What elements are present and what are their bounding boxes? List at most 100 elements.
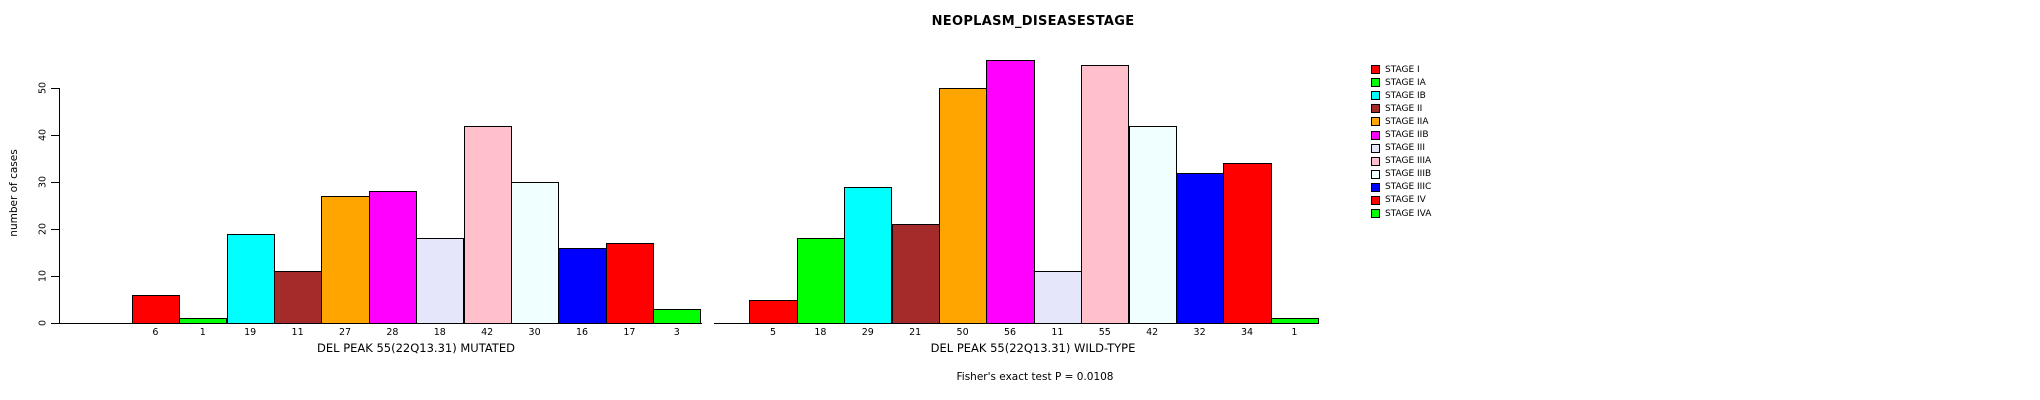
legend-label: STAGE I bbox=[1385, 64, 1420, 75]
chart-title: NEOPLASM_DISEASESTAGE bbox=[931, 14, 1135, 29]
legend-label: STAGE IA bbox=[1385, 77, 1426, 88]
bar-value-label: 6 bbox=[152, 327, 159, 338]
legend-item-stage-iv: STAGE IV bbox=[1371, 194, 1431, 207]
bar-value-label: 55 bbox=[1098, 327, 1111, 338]
bar-value-label: 18 bbox=[814, 327, 827, 338]
y-axis-label: number of cases bbox=[8, 149, 20, 237]
bar-value-label: 1 bbox=[199, 327, 206, 338]
y-tick-label: 40 bbox=[37, 128, 49, 142]
bar-mutated-stage-iiic bbox=[558, 247, 607, 324]
y-tick bbox=[51, 182, 59, 183]
legend-swatch-icon bbox=[1371, 169, 1380, 179]
fisher-test-annotation: Fisher's exact test P = 0.0108 bbox=[956, 371, 1114, 383]
bar-wild-type-stage-ib bbox=[844, 186, 893, 324]
y-tick-label: 50 bbox=[37, 81, 49, 95]
legend-swatch-icon bbox=[1371, 91, 1380, 101]
legend-label: STAGE III bbox=[1385, 143, 1425, 154]
bar-wild-type-stage-iva bbox=[1270, 318, 1320, 324]
legend-item-stage-iiic: STAGE IIIC bbox=[1371, 181, 1431, 194]
bar-wild-type-stage-iii bbox=[1033, 271, 1083, 324]
bar-wild-type-stage-ia bbox=[796, 238, 846, 324]
y-axis-line bbox=[59, 88, 60, 324]
legend-item-stage-iib: STAGE IIB bbox=[1371, 128, 1431, 141]
bar-wild-type-stage-i bbox=[749, 299, 798, 324]
legend-item-stage-iiia: STAGE IIIA bbox=[1371, 155, 1431, 168]
bar-wild-type-stage-iiia bbox=[1081, 64, 1130, 324]
y-tick bbox=[51, 135, 59, 136]
y-tick-label: 10 bbox=[37, 269, 49, 283]
bar-mutated-stage-iva bbox=[653, 308, 702, 324]
y-tick bbox=[51, 276, 59, 277]
bar-mutated-stage-i bbox=[131, 294, 181, 324]
bar-value-label: 11 bbox=[1051, 327, 1064, 338]
legend-swatch-icon bbox=[1371, 209, 1380, 219]
bar-value-label: 1 bbox=[1291, 327, 1298, 338]
bar-mutated-stage-ib bbox=[226, 233, 275, 324]
legend-label: STAGE IIIB bbox=[1385, 169, 1432, 180]
legend-item-stage-ib: STAGE IB bbox=[1371, 89, 1431, 102]
x-axis-label-mutated: DEL PEAK 55(22Q13.31) MUTATED bbox=[317, 341, 515, 355]
legend-item-stage-iii: STAGE III bbox=[1371, 142, 1431, 155]
bar-mutated-stage-iv bbox=[605, 243, 655, 324]
bar-mutated-stage-ia bbox=[179, 318, 228, 324]
bar-value-label: 19 bbox=[244, 327, 257, 338]
bar-value-label: 17 bbox=[623, 327, 636, 338]
legend-swatch-icon bbox=[1371, 104, 1380, 114]
bar-mutated-stage-iiia bbox=[463, 125, 512, 324]
y-tick-label: 30 bbox=[37, 175, 49, 189]
legend-item-stage-iva: STAGE IVA bbox=[1371, 207, 1431, 220]
legend-swatch-icon bbox=[1371, 143, 1380, 153]
bar-value-label: 27 bbox=[338, 327, 352, 338]
legend-label: STAGE IV bbox=[1385, 195, 1426, 206]
y-tick bbox=[51, 88, 59, 89]
legend-label: STAGE IIIC bbox=[1385, 182, 1432, 193]
bar-mutated-stage-iii bbox=[416, 238, 465, 324]
bar-value-label: 11 bbox=[291, 327, 304, 338]
bar-value-label: 5 bbox=[769, 327, 777, 338]
bar-value-label: 32 bbox=[1193, 327, 1206, 338]
bar-mutated-stage-ii bbox=[273, 271, 323, 324]
legend-swatch-icon bbox=[1371, 195, 1380, 205]
legend-label: STAGE IIA bbox=[1385, 116, 1429, 127]
bar-value-label: 18 bbox=[433, 327, 446, 338]
bar-wild-type-stage-iib bbox=[986, 59, 1035, 324]
bar-wild-type-stage-iia bbox=[938, 88, 988, 324]
bar-value-label: 30 bbox=[528, 327, 541, 338]
legend-label: STAGE IVA bbox=[1385, 208, 1432, 219]
bar-value-label: 50 bbox=[956, 327, 969, 338]
y-tick-label: 0 bbox=[37, 319, 49, 327]
bar-value-label: 42 bbox=[1146, 327, 1159, 338]
bar-wild-type-stage-iv bbox=[1223, 163, 1272, 324]
y-tick-label: 20 bbox=[37, 222, 49, 236]
bar-value-label: 28 bbox=[386, 327, 399, 338]
x-axis-label-wild-type: DEL PEAK 55(22Q13.31) WILD-TYPE bbox=[930, 341, 1136, 355]
legend-item-stage-iiib: STAGE IIIB bbox=[1371, 168, 1431, 181]
legend-label: STAGE IIB bbox=[1385, 130, 1429, 141]
y-tick bbox=[51, 323, 59, 324]
bar-value-label: 16 bbox=[575, 327, 589, 338]
bar-value-label: 56 bbox=[1003, 327, 1017, 338]
legend-swatch-icon bbox=[1371, 78, 1380, 88]
legend-swatch-icon bbox=[1371, 65, 1380, 75]
bar-value-label: 29 bbox=[861, 327, 874, 338]
bar-mutated-stage-iiib bbox=[510, 182, 560, 324]
legend-label: STAGE II bbox=[1385, 103, 1423, 114]
bar-wild-type-stage-ii bbox=[891, 224, 940, 324]
y-tick bbox=[51, 229, 59, 230]
bar-mutated-stage-iib bbox=[368, 191, 418, 324]
legend-swatch-icon bbox=[1371, 130, 1380, 140]
legend: STAGE I STAGE IA STAGE IB STAGE II STAGE IIA… bbox=[1371, 63, 1431, 220]
bar-wild-type-stage-iiic bbox=[1175, 172, 1225, 324]
bar-value-label: 34 bbox=[1240, 327, 1254, 338]
bar-mutated-stage-iia bbox=[321, 196, 370, 324]
legend-item-stage-iia: STAGE IIA bbox=[1371, 115, 1431, 128]
legend-swatch-icon bbox=[1371, 156, 1380, 166]
legend-swatch-icon bbox=[1371, 182, 1380, 192]
legend-item-stage-i: STAGE I bbox=[1371, 63, 1431, 76]
legend-label: STAGE IIIA bbox=[1385, 156, 1432, 167]
legend-label: STAGE IB bbox=[1385, 90, 1426, 101]
bar-wild-type-stage-iiib bbox=[1128, 125, 1177, 324]
bar-value-label: 21 bbox=[909, 327, 922, 338]
bar-value-label: 42 bbox=[481, 327, 494, 338]
